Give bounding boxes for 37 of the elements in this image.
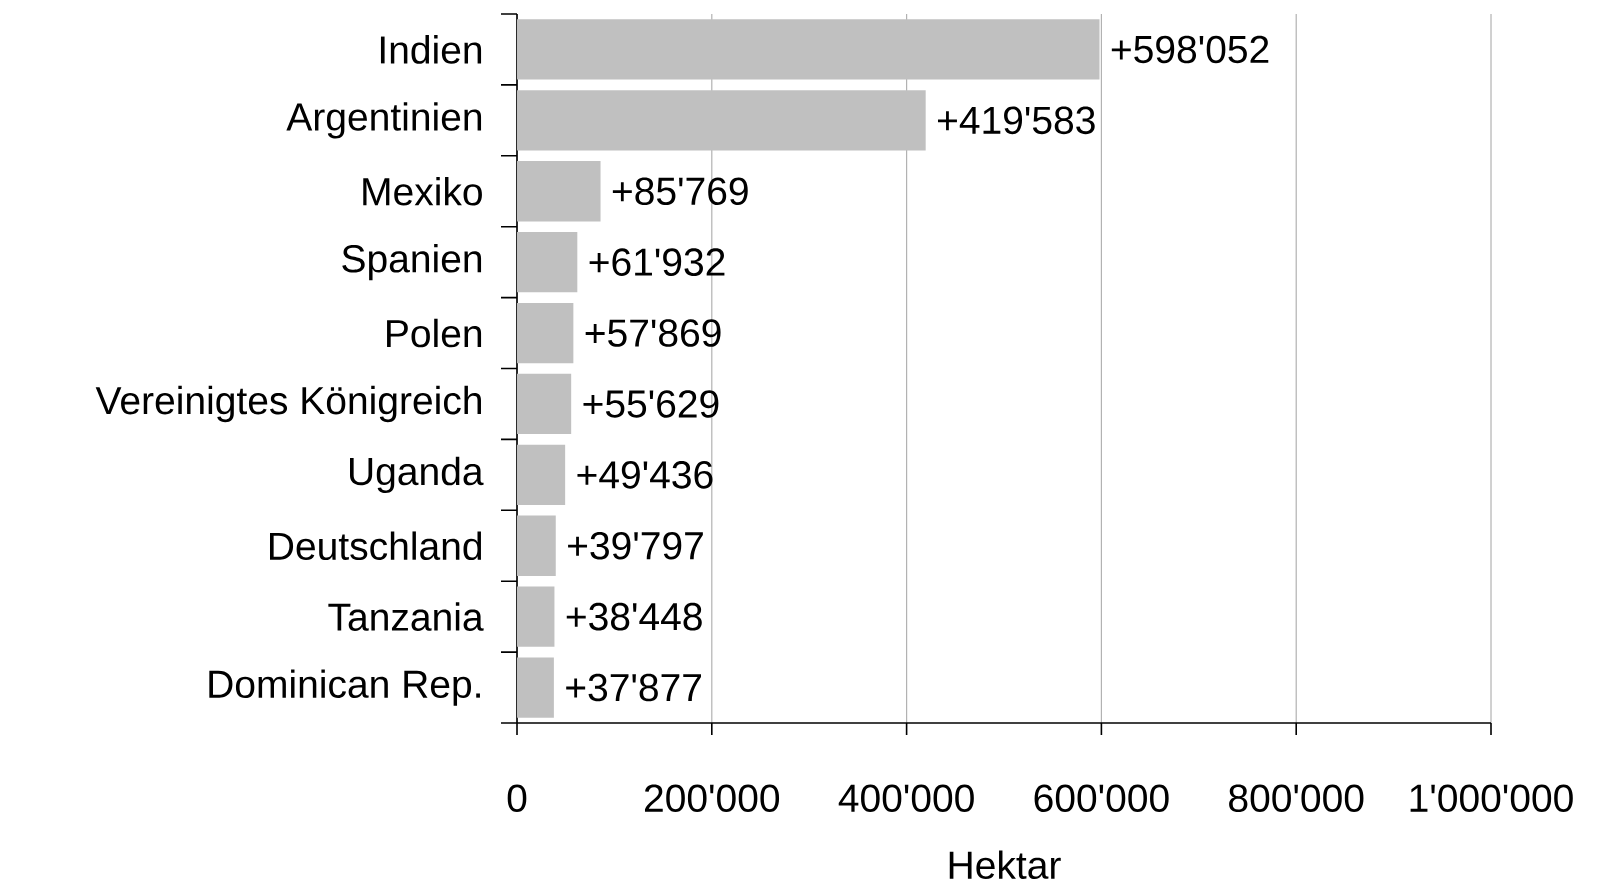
x-tick-label: 800'000 bbox=[1229, 784, 1364, 813]
y-tick-label: Indien bbox=[380, 35, 482, 64]
x-tick-label: 200'000 bbox=[644, 784, 780, 813]
bar bbox=[517, 19, 1100, 80]
y-tick-label: Polen bbox=[387, 318, 482, 348]
data-label: +85'769 bbox=[612, 177, 748, 206]
data-label: +49'436 bbox=[577, 461, 713, 489]
data-label: +57'869 bbox=[585, 319, 721, 347]
data-label: +598'052 bbox=[1111, 35, 1269, 64]
y-tick-label: Deutschland bbox=[270, 531, 482, 561]
bar bbox=[517, 232, 578, 293]
bar bbox=[517, 657, 554, 718]
x-tick-label: 1'000'000 bbox=[1410, 784, 1573, 813]
y-tick-label: Vereinigtes Königreich bbox=[95, 385, 481, 423]
y-tick-label: Dominican Rep. bbox=[209, 669, 480, 706]
bar bbox=[517, 444, 566, 505]
data-label: +61'932 bbox=[589, 248, 725, 276]
x-tick-label: 400'000 bbox=[838, 784, 974, 813]
y-tick-label: Tanzania bbox=[328, 602, 484, 631]
y-tick-label: Uganda bbox=[350, 456, 484, 494]
y-tick-label: Mexiko bbox=[363, 176, 482, 206]
data-label: +39'797 bbox=[568, 531, 703, 560]
bar bbox=[517, 302, 574, 364]
bar bbox=[517, 586, 555, 647]
data-label: +37'877 bbox=[566, 673, 701, 702]
data-label: +55'629 bbox=[583, 390, 719, 418]
y-tick-label: Spanien bbox=[342, 243, 482, 281]
x-tick-label: 600'000 bbox=[1034, 784, 1169, 813]
bar bbox=[517, 90, 926, 151]
x-axis-title: Hektar bbox=[949, 850, 1061, 880]
y-tick-label: Argentinien bbox=[286, 102, 482, 139]
data-label: +419'583 bbox=[937, 106, 1095, 135]
bar bbox=[517, 373, 572, 435]
bar bbox=[517, 515, 556, 576]
x-tick-label: 0 bbox=[507, 784, 527, 813]
data-label: +38'448 bbox=[566, 602, 702, 631]
bar bbox=[517, 161, 601, 222]
